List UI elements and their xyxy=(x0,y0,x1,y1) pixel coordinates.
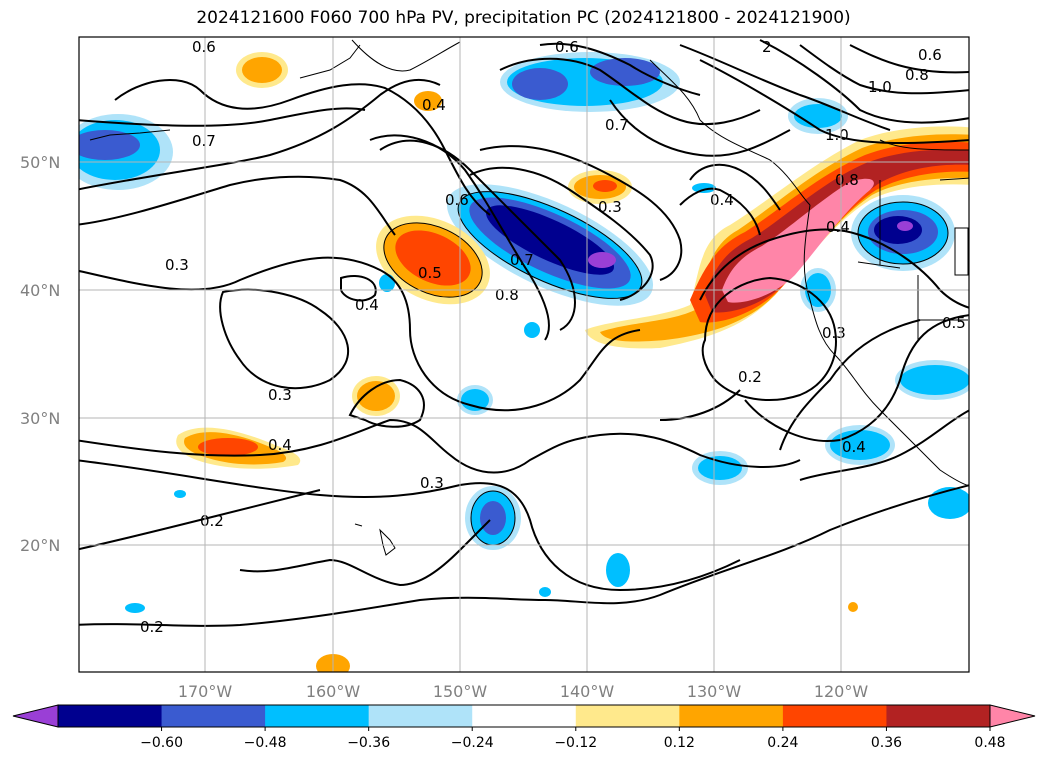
contour-label: 2 xyxy=(762,38,772,56)
map-title: 2024121600 F060 700 hPa PV, precipitatio… xyxy=(196,8,851,28)
colorbar-tick-label: 0.48 xyxy=(974,735,1005,751)
contour-label: 0.3 xyxy=(165,256,189,274)
precip-fill-layer xyxy=(79,52,969,672)
lon-label: 130°W xyxy=(687,682,742,701)
lon-label: 170°W xyxy=(178,682,233,701)
colorbar-segment xyxy=(368,705,473,727)
contour-label: 0.6 xyxy=(192,38,216,56)
contour-label: 0.4 xyxy=(842,438,866,456)
colorbar-segment xyxy=(886,705,991,727)
contour-label: 0.7 xyxy=(605,116,629,134)
lat-label: 50°N xyxy=(20,153,60,172)
contour-label: 1.0 xyxy=(868,78,892,96)
graticule xyxy=(79,37,969,672)
lat-label: 40°N xyxy=(20,281,60,300)
colorbar-tick-label: 0.12 xyxy=(664,735,695,751)
contour-label: 0.2 xyxy=(738,368,762,386)
longitude-labels: 170°W 160°W 150°W 140°W 130°W 120°W xyxy=(178,682,869,701)
colorbar-tick-label: −0.24 xyxy=(451,735,494,751)
contour-label: 1.0 xyxy=(825,126,849,144)
colorbar-segment xyxy=(575,705,680,727)
contour-label: 0.4 xyxy=(422,96,446,114)
colorbar-segment xyxy=(679,705,784,727)
colorbar: −0.60 −0.48 −0.36 −0.24 −0.12 0.12 0.24 0.36 0.4… xyxy=(12,704,1036,751)
colorbar-extend-low xyxy=(12,704,59,728)
contour-label: 0.3 xyxy=(420,474,444,492)
colorbar-segment xyxy=(472,705,577,727)
colorbar-tick-label: 0.36 xyxy=(871,735,902,751)
lat-label: 30°N xyxy=(20,409,60,428)
contour-label: 0.3 xyxy=(822,324,846,342)
contour-label: 0.5 xyxy=(942,314,966,332)
contour-label: 0.3 xyxy=(268,386,292,404)
colorbar-tick-label: −0.60 xyxy=(140,735,183,751)
colorbar-segment xyxy=(161,705,266,727)
lon-label: 150°W xyxy=(433,682,488,701)
lon-label: 120°W xyxy=(814,682,869,701)
colorbar-segment xyxy=(782,705,887,727)
colorbar-tick-label: −0.36 xyxy=(347,735,390,751)
map-area: 0.6 0.7 0.3 0.4 0.3 0.2 0.4 0.3 0.2 0.4 … xyxy=(79,37,969,672)
contour-label: 0.6 xyxy=(918,46,942,64)
map-frame xyxy=(78,36,970,673)
contour-label: 0.8 xyxy=(495,286,519,304)
contour-label: 0.6 xyxy=(555,38,579,56)
contour-label: 0.2 xyxy=(200,512,224,530)
contour-label: 0.4 xyxy=(355,296,379,314)
pv-contour-layer xyxy=(79,39,969,627)
colorbar-frame xyxy=(57,704,991,728)
colorbar-tick-label: −0.48 xyxy=(244,735,287,751)
contour-label: 0.7 xyxy=(510,251,534,269)
latitude-labels: 50°N 40°N 30°N 20°N xyxy=(20,153,60,555)
colorbar-segment xyxy=(58,705,163,727)
contour-label: 0.4 xyxy=(268,436,292,454)
lon-label: 160°W xyxy=(306,682,361,701)
contour-label: 0.8 xyxy=(905,66,929,84)
contour-label: 0.4 xyxy=(826,218,850,236)
contour-label: 0.3 xyxy=(598,198,622,216)
colorbar-tick-label: −0.12 xyxy=(554,735,597,751)
contour-label: 0.8 xyxy=(835,171,859,189)
colorbar-segment xyxy=(265,705,370,727)
colorbar-tick-label: 0.24 xyxy=(767,735,798,751)
contour-label: 0.4 xyxy=(710,191,734,209)
contour-label: 0.7 xyxy=(192,132,216,150)
lon-label: 140°W xyxy=(560,682,615,701)
colorbar-extend-high xyxy=(989,704,1036,728)
contour-label: 0.5 xyxy=(418,264,442,282)
contour-label: 0.6 xyxy=(445,191,469,209)
lat-label: 20°N xyxy=(20,536,60,555)
contour-label: 0.2 xyxy=(140,618,164,636)
